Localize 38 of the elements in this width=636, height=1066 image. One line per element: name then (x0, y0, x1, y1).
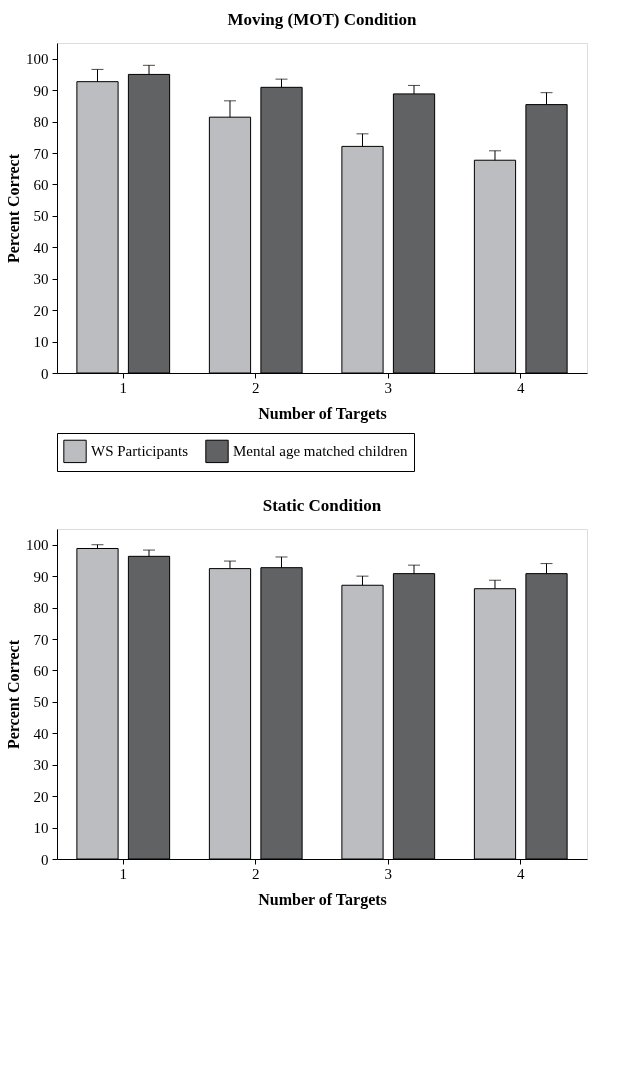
y-tick-label: 50 (33, 694, 49, 711)
y-tick-label: 20 (33, 302, 49, 319)
y-tick-label: 90 (33, 82, 49, 99)
y-tick-label: 70 (33, 631, 49, 648)
y-tick-label: 80 (33, 600, 49, 617)
y-tick-label: 30 (33, 271, 49, 288)
x-tick-label: 4 (517, 865, 525, 882)
chart-title: Moving (MOT) Condition (227, 10, 417, 29)
y-tick-label: 10 (33, 820, 49, 837)
y-tick-label: 40 (33, 239, 49, 256)
chart-title: Static Condition (262, 496, 382, 515)
y-tick-label: 10 (33, 334, 49, 351)
x-axis-title: Number of Targets (258, 890, 387, 909)
y-tick-label: 90 (33, 568, 49, 585)
x-tick-label: 1 (119, 865, 127, 882)
x-tick-label: 3 (384, 379, 392, 396)
y-tick-label: 80 (33, 114, 49, 131)
x-tick-label: 3 (384, 865, 392, 882)
y-tick-label: 100 (26, 537, 49, 554)
y-tick-label: 0 (41, 365, 49, 382)
y-axis-title: Percent Correct (5, 639, 22, 750)
x-tick-label: 4 (517, 379, 525, 396)
x-tick-label: 1 (119, 379, 127, 396)
x-tick-label: 2 (252, 865, 260, 882)
y-tick-label: 100 (26, 51, 49, 68)
legend-label: Mental age matched children (233, 443, 409, 460)
legend-label: WS Participants (91, 443, 189, 460)
y-tick-label: 40 (33, 725, 49, 742)
x-axis-title: Number of Targets (258, 404, 387, 423)
y-tick-label: 30 (33, 757, 49, 774)
y-tick-label: 60 (33, 176, 49, 193)
y-tick-label: 0 (41, 851, 49, 868)
y-tick-label: 70 (33, 145, 49, 162)
y-tick-label: 60 (33, 662, 49, 679)
x-tick-label: 2 (252, 379, 260, 396)
y-axis-title: Percent Correct (5, 153, 22, 264)
y-tick-label: 20 (33, 788, 49, 805)
y-tick-label: 50 (33, 208, 49, 225)
